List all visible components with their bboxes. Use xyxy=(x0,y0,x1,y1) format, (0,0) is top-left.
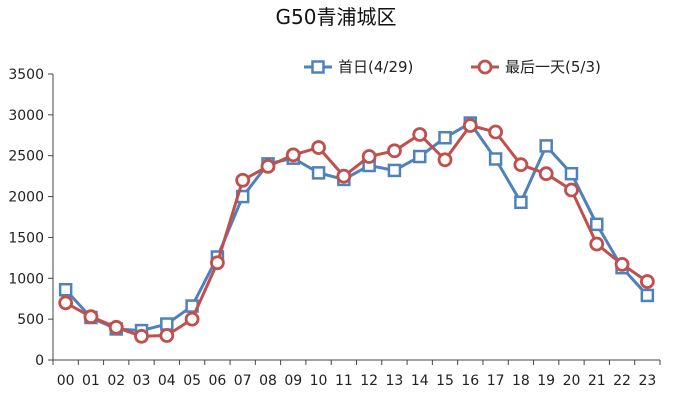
legend-marker xyxy=(477,59,493,75)
legend-item: 首日(4/29) xyxy=(304,58,413,76)
data-point xyxy=(285,147,301,163)
series-layer xyxy=(58,116,655,344)
data-point xyxy=(184,311,200,327)
x-tick-label: 14 xyxy=(411,373,429,389)
x-tick-label: 03 xyxy=(133,373,151,389)
x-tick-label: 04 xyxy=(158,373,176,389)
data-point xyxy=(311,166,326,180)
data-point xyxy=(462,118,478,133)
data-point xyxy=(564,166,579,181)
x-tick-label: 19 xyxy=(537,373,555,389)
x-tick-label: 07 xyxy=(234,373,252,389)
x-tick-label: 02 xyxy=(107,373,125,389)
data-point xyxy=(538,166,554,182)
series-2 xyxy=(58,118,655,344)
data-point xyxy=(437,152,453,168)
x-tick-label: 22 xyxy=(613,373,631,389)
data-point xyxy=(640,288,655,303)
data-point xyxy=(235,172,251,188)
data-point xyxy=(361,149,377,164)
x-tick-label: 21 xyxy=(588,373,606,389)
x-tick-label: 11 xyxy=(335,373,353,389)
data-point xyxy=(58,295,74,311)
x-tick-label: 05 xyxy=(183,373,201,389)
data-point xyxy=(488,152,503,166)
y-tick-label: 3500 xyxy=(8,67,44,83)
data-point xyxy=(488,124,504,140)
x-tick-label: 15 xyxy=(436,373,454,389)
x-tick-label: 13 xyxy=(386,373,404,389)
data-point xyxy=(108,319,124,335)
data-point xyxy=(614,256,630,272)
data-point xyxy=(83,309,99,325)
data-point xyxy=(412,149,427,164)
legend-marker xyxy=(311,60,325,74)
data-point xyxy=(160,317,174,331)
data-point xyxy=(387,143,402,159)
x-tick-label: 09 xyxy=(284,373,302,389)
legend-label: 首日(4/29) xyxy=(338,58,413,76)
x-tick-label: 01 xyxy=(82,373,100,389)
x-tick-label: 16 xyxy=(461,373,479,389)
data-point xyxy=(438,130,452,145)
y-tick-label: 500 xyxy=(17,312,44,328)
legend-label: 最后一天(5/3) xyxy=(505,58,601,76)
x-tick-label: 08 xyxy=(259,373,277,389)
data-point xyxy=(387,163,402,178)
data-point xyxy=(639,274,655,289)
y-tick-label: 2500 xyxy=(8,149,44,165)
series-line xyxy=(64,123,649,338)
series-line xyxy=(64,121,649,333)
data-point xyxy=(589,236,605,252)
data-point xyxy=(513,157,529,173)
x-tick-label: 23 xyxy=(638,373,656,389)
series-1 xyxy=(58,116,655,338)
x-tick-label: 10 xyxy=(310,373,328,389)
data-point xyxy=(336,168,352,184)
data-point xyxy=(311,140,326,155)
data-point xyxy=(260,158,276,174)
x-tick-label: 00 xyxy=(57,373,75,389)
data-point xyxy=(134,328,149,344)
data-point xyxy=(539,139,553,153)
x-tick-label: 12 xyxy=(360,373,378,389)
data-point xyxy=(412,127,428,142)
data-point xyxy=(159,328,175,343)
y-tick-label: 3000 xyxy=(8,108,44,124)
y-tick-label: 1500 xyxy=(8,230,44,246)
chart-title: G50青浦城区 xyxy=(276,5,397,29)
x-tick-label: 17 xyxy=(487,373,505,389)
data-point xyxy=(58,282,73,297)
y-tick-label: 0 xyxy=(35,353,44,369)
legend-item: 最后一天(5/3) xyxy=(471,58,601,76)
data-point xyxy=(590,217,604,232)
data-point xyxy=(564,182,579,198)
y-tick-label: 1000 xyxy=(8,271,44,287)
data-point xyxy=(209,255,225,271)
y-tick-label: 2000 xyxy=(8,190,44,206)
x-tick-label: 20 xyxy=(563,373,581,389)
legend: 首日(4/29) 最后一天(5/3) xyxy=(304,58,601,76)
axes: 0 500 1000 1500 2000 2500 3000 3500 00 01 02 03 04 05… xyxy=(8,67,661,389)
x-tick-label: 18 xyxy=(512,373,530,389)
data-point xyxy=(514,195,528,210)
x-tick-label: 06 xyxy=(208,373,226,389)
